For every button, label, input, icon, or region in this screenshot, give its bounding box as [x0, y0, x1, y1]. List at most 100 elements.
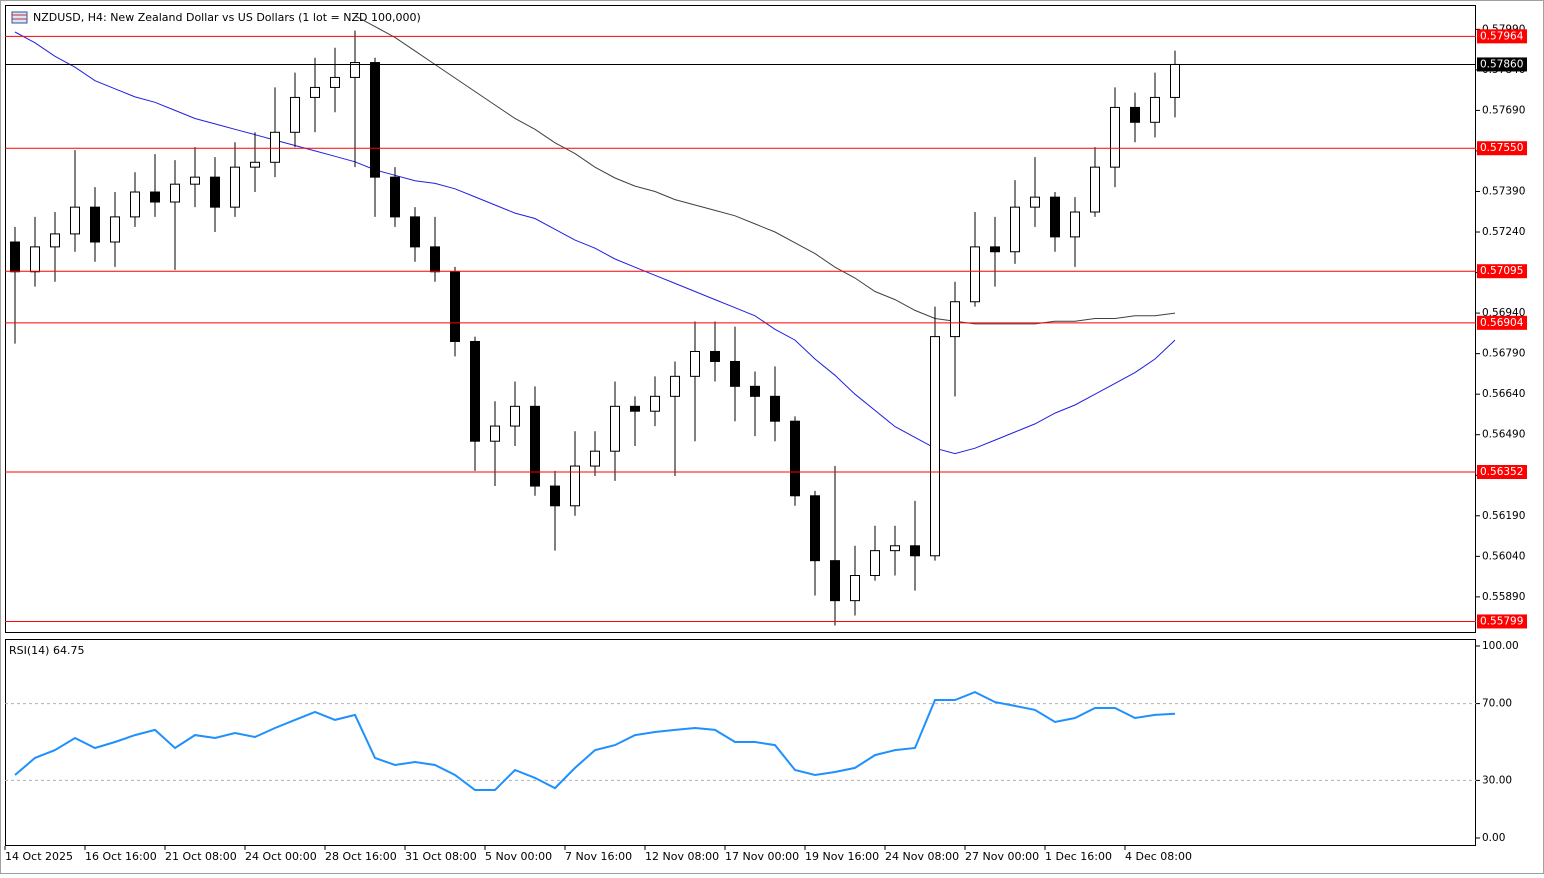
level-label: 0.56352 — [1480, 466, 1523, 478]
moving-average — [14, 31, 1176, 455]
candle-body — [970, 246, 980, 303]
x-tick-label: 27 Nov 00:00 — [965, 850, 1039, 863]
candle-body — [810, 495, 820, 562]
candle-body — [510, 405, 520, 427]
candle-body — [750, 385, 760, 397]
x-tick-label: 16 Oct 16:00 — [85, 850, 157, 863]
symbol-icon — [11, 11, 28, 24]
current-price-label: 0.57860 — [1480, 58, 1523, 70]
candle-body — [570, 465, 580, 507]
x-tick-label: 7 Nov 16:00 — [565, 850, 632, 863]
candle-body — [670, 375, 680, 397]
candle-body — [1110, 106, 1120, 168]
candle-body — [530, 405, 540, 487]
candle-body — [710, 350, 720, 362]
x-tick-label: 21 Oct 08:00 — [165, 850, 237, 863]
x-tick-label: 4 Dec 08:00 — [1125, 850, 1192, 863]
candle-body — [370, 62, 380, 178]
candle-body — [70, 206, 80, 235]
candle-body — [270, 131, 280, 163]
candle-body — [430, 246, 440, 273]
x-tick-label: 31 Oct 08:00 — [405, 850, 477, 863]
x-tick-label: 24 Oct 00:00 — [245, 850, 317, 863]
candle-body — [870, 550, 880, 577]
candle-body — [230, 166, 240, 208]
candle-body — [730, 360, 740, 387]
level-tag — [1477, 29, 1527, 44]
candle-body — [470, 340, 480, 442]
candle-body — [930, 336, 940, 557]
candle-body — [1030, 196, 1040, 208]
y-tick-label: 0.56640 — [1482, 388, 1525, 400]
candle-body — [590, 450, 600, 467]
candle-body — [1150, 96, 1160, 123]
candle-body — [1070, 211, 1080, 238]
candle-body — [410, 216, 420, 248]
y-tick-label: 0.57240 — [1482, 226, 1525, 238]
candle-body — [610, 405, 620, 452]
candle-body — [290, 96, 300, 133]
candle-body — [890, 545, 900, 552]
y-tick-label: 0.56190 — [1482, 510, 1525, 522]
candle-body — [630, 405, 640, 412]
candle-body — [770, 395, 780, 422]
y-tick-label: 100.00 — [1482, 640, 1519, 652]
candle-body — [910, 545, 920, 557]
x-tick-label: 5 Nov 00:00 — [485, 850, 552, 863]
candle-body — [1170, 63, 1180, 98]
candle-body — [350, 62, 360, 78]
level-label: 0.55799 — [1480, 615, 1523, 627]
level-tag — [1477, 465, 1527, 480]
y-tick-label: 0.57390 — [1482, 185, 1525, 197]
x-tick-label: 17 Nov 00:00 — [725, 850, 799, 863]
candle-body — [650, 395, 660, 412]
candle-body — [90, 206, 100, 243]
candle-body — [550, 485, 560, 507]
candle-body — [390, 176, 400, 218]
rsi-line — [14, 691, 1176, 791]
candle-body — [150, 191, 160, 203]
candle-body — [990, 246, 1000, 253]
candle-body — [950, 301, 960, 338]
y-tick-label: 0.55890 — [1482, 591, 1525, 603]
y-tick-label: 70.00 — [1482, 698, 1512, 710]
candle-body — [30, 246, 40, 273]
x-tick-label: 24 Nov 08:00 — [885, 850, 959, 863]
candle-body — [110, 216, 120, 243]
y-tick-label: 0.00 — [1482, 832, 1505, 844]
candle-body — [50, 233, 60, 248]
level-label: 0.57095 — [1480, 265, 1523, 277]
x-tick-label: 19 Nov 16:00 — [805, 850, 879, 863]
x-tick-label: 14 Oct 2025 — [5, 850, 73, 863]
level-tag — [1477, 315, 1527, 330]
level-tag — [1477, 614, 1527, 629]
candle-body — [1090, 166, 1100, 213]
candle-body — [490, 425, 500, 442]
y-tick-label: 30.00 — [1482, 774, 1512, 786]
candle-body — [690, 350, 700, 377]
main-panel — [5, 5, 1476, 633]
level-tag — [1477, 264, 1527, 279]
moving-average — [354, 15, 1176, 325]
candle-body — [170, 183, 180, 203]
candle-body — [1130, 106, 1140, 123]
candle-body — [1010, 206, 1020, 253]
candle-body — [190, 176, 200, 185]
candle-body — [10, 241, 20, 273]
chart-title: NZDUSD, H4: New Zealand Dollar vs US Dol… — [33, 11, 421, 24]
candle-body — [330, 76, 340, 88]
level-label: 0.56904 — [1480, 317, 1524, 329]
candle-body — [830, 560, 840, 602]
level-label: 0.57964 — [1480, 30, 1524, 42]
candle-body — [450, 271, 460, 342]
level-tag — [1477, 141, 1527, 156]
candle-body — [1050, 196, 1060, 238]
y-tick-label: 0.56040 — [1482, 550, 1525, 562]
candle-body — [210, 176, 220, 208]
rsi-panel — [5, 639, 1476, 846]
y-tick-label: 0.56790 — [1482, 348, 1525, 360]
candle-body — [250, 161, 260, 168]
x-tick-label: 12 Nov 08:00 — [645, 850, 719, 863]
